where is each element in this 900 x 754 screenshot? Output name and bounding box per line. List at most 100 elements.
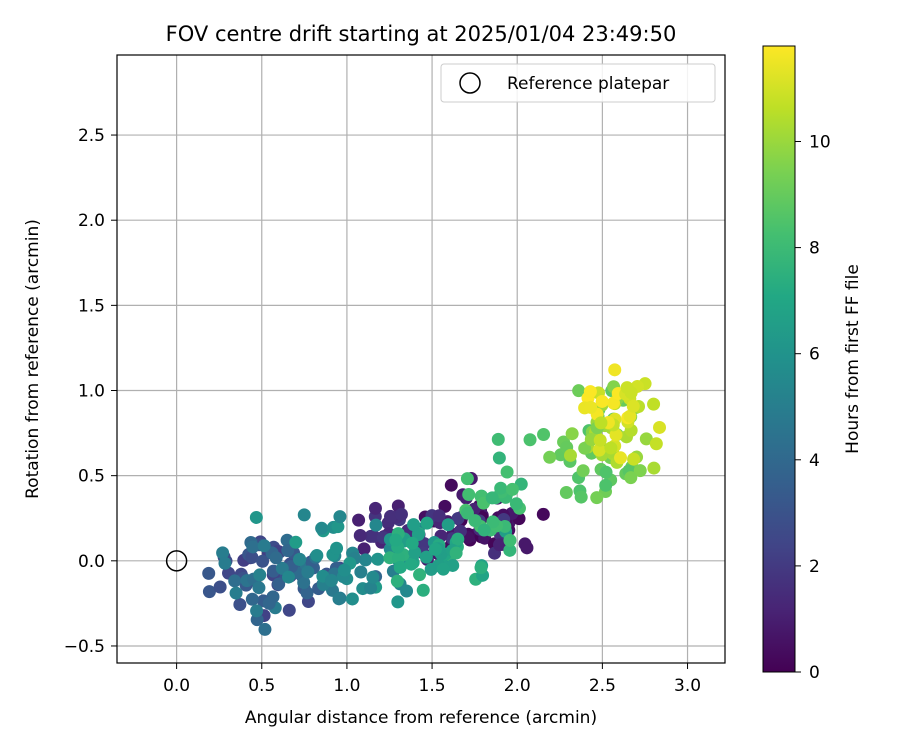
scatter-point xyxy=(449,546,463,560)
y-tick-label: 1.5 xyxy=(78,296,105,316)
scatter-point xyxy=(257,539,271,553)
scatter-point xyxy=(250,604,264,618)
scatter-point xyxy=(604,441,618,455)
scatter-point xyxy=(614,451,628,465)
scatter-point xyxy=(537,428,551,442)
scatter-point xyxy=(352,513,366,527)
scatter-point xyxy=(639,432,653,446)
scatter-point xyxy=(202,585,216,599)
scatter-point xyxy=(218,556,232,570)
legend-box xyxy=(440,63,716,103)
scatter-point xyxy=(462,487,476,501)
scatter-point xyxy=(202,566,216,580)
scatter-point xyxy=(389,533,403,547)
scatter-point xyxy=(300,586,314,600)
scatter-point xyxy=(324,574,338,588)
colorbar: 0 2 4 6 8 10 Hours from first FF file xyxy=(762,45,863,683)
colorbar-tick-label: 4 xyxy=(809,451,820,471)
scatter-point xyxy=(368,501,382,515)
colorbar-tick-label: 8 xyxy=(809,239,820,259)
colorbar-tick-label: 6 xyxy=(809,345,820,365)
scatter-point xyxy=(647,397,661,411)
scatter-point xyxy=(523,433,537,447)
scatter-point xyxy=(624,386,638,400)
scatter-point xyxy=(595,394,609,408)
scatter-point xyxy=(333,510,347,524)
scatter-point xyxy=(576,464,590,478)
scatter-point xyxy=(315,521,329,535)
scatter-point xyxy=(474,561,488,575)
scatter-point xyxy=(626,399,640,413)
scatter-point xyxy=(633,464,647,478)
scatter-point xyxy=(574,490,588,504)
scatter-point xyxy=(503,543,517,557)
scatter-point xyxy=(405,536,419,550)
scatter-point xyxy=(407,518,421,532)
scatter-point xyxy=(359,553,373,567)
scatter-point xyxy=(366,570,380,584)
legend-marker xyxy=(459,72,481,94)
x-tick-label: 1.0 xyxy=(333,676,360,696)
scatter-point xyxy=(337,563,351,577)
colorbar-tick-label: 0 xyxy=(809,663,820,683)
scatter-point xyxy=(253,568,267,582)
scatter-point xyxy=(272,577,286,591)
scatter-point xyxy=(245,592,259,606)
scatter-point xyxy=(460,472,474,486)
scatter-point xyxy=(245,550,259,564)
chart-title: FOV centre drift starting at 2025/01/04 … xyxy=(166,22,677,46)
scatter-point xyxy=(563,448,577,462)
scatter-point xyxy=(281,544,295,558)
scatter-point xyxy=(262,596,276,610)
scatter-point xyxy=(608,363,622,377)
scatter-point xyxy=(310,548,324,562)
x-tick-label: 2.0 xyxy=(504,676,531,696)
scatter-point xyxy=(424,562,438,576)
scatter-point xyxy=(505,482,519,496)
scatter-point xyxy=(282,603,296,617)
scatter-point xyxy=(331,520,345,534)
scatter-point xyxy=(353,528,367,542)
x-axis: 0.0 0.5 1.0 1.5 2.0 2.5 3.0 xyxy=(163,663,701,696)
scatter-point xyxy=(444,478,458,492)
scatter-point xyxy=(559,486,573,500)
scatter-point xyxy=(486,515,500,529)
x-tick-label: 2.5 xyxy=(589,676,616,696)
scatter-point xyxy=(647,461,661,475)
scatter-point xyxy=(491,432,505,446)
scatter-point xyxy=(246,540,260,554)
scatter-point xyxy=(258,622,272,636)
scatter-point xyxy=(369,518,383,532)
scatter-point xyxy=(393,560,407,574)
scatter-point xyxy=(623,409,637,423)
x-tick-label: 1.5 xyxy=(419,676,446,696)
scatter-point xyxy=(420,516,434,530)
scatter-point xyxy=(438,499,452,513)
legend: Reference platepar xyxy=(440,63,716,103)
scatter-point xyxy=(624,471,638,485)
scatter-point xyxy=(492,451,506,465)
scatter-point xyxy=(297,508,311,522)
scatter-point xyxy=(416,583,430,597)
scatter-point xyxy=(400,584,414,598)
x-tick-label: 0.5 xyxy=(248,676,275,696)
scatter-point xyxy=(252,581,266,595)
scatter-point xyxy=(233,598,247,612)
scatter-point xyxy=(536,507,550,521)
scatter-point xyxy=(572,384,586,398)
y-tick-label: 2.0 xyxy=(78,211,105,231)
scatter-point xyxy=(500,465,514,479)
scatter-point xyxy=(301,565,315,579)
scatter-point xyxy=(413,568,427,582)
scatter-point xyxy=(228,574,242,588)
scatter-point xyxy=(441,518,455,532)
scatter-point xyxy=(543,450,557,464)
scatter-point xyxy=(477,523,491,537)
scatter-point xyxy=(216,546,230,560)
scatter-point xyxy=(390,574,404,588)
scatter-point xyxy=(249,510,263,524)
scatter-point xyxy=(584,400,598,414)
scatter-point xyxy=(460,506,474,520)
scatter-point xyxy=(503,533,517,547)
